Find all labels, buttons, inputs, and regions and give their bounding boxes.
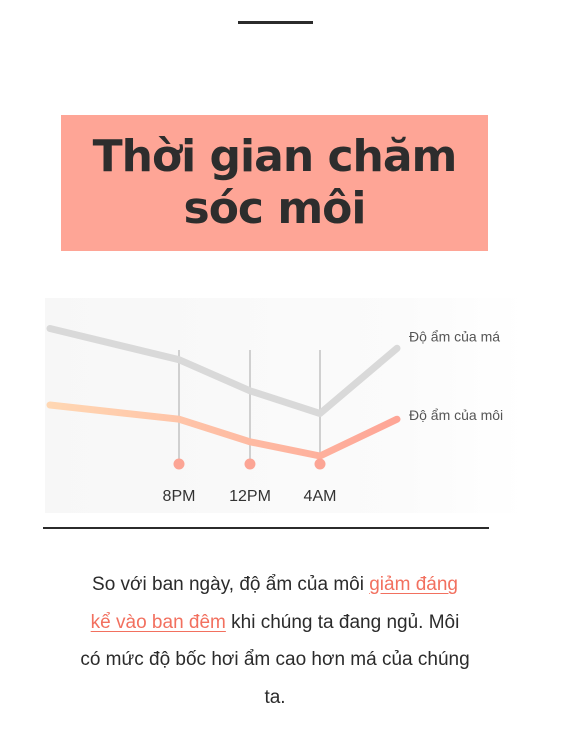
title-banner: Thời gian chăm sóc môi — [61, 115, 488, 251]
description-text-start: So với ban ngày, độ ẩm của môi — [92, 574, 370, 595]
series-line-lip — [46, 401, 401, 460]
legend-label-lip: Độ ẩm của môi — [409, 407, 503, 423]
page-title: Thời gian chăm sóc môi — [92, 131, 458, 234]
tick-dot-12pm — [244, 458, 256, 470]
chart-svg: 8PM 12PM 4AM Độ ẩm của má Độ ẩm của môi — [45, 298, 525, 513]
highlight-link[interactable]: giảm đáng kể vào ban đêm — [90, 574, 458, 633]
top-divider — [238, 21, 313, 24]
tick-label-4am: 4AM — [304, 488, 337, 505]
bottom-divider — [43, 527, 489, 529]
humidity-chart: 8PM 12PM 4AM Độ ẩm của má Độ ẩm của môi — [45, 298, 525, 513]
description-text-end: khi chúng ta đang ngủ. Môi có mức độ bốc… — [80, 611, 470, 708]
tick-label-8pm: 8PM — [163, 488, 196, 505]
series-line-cheek — [46, 325, 401, 417]
tick-label-12pm: 12PM — [229, 488, 271, 505]
legend-label-cheek: Độ ẩm của má — [409, 328, 500, 344]
tick-dot-4am — [314, 458, 326, 470]
description-paragraph: So với ban ngày, độ ẩm của môi giảm đáng… — [80, 566, 470, 716]
tick-dot-8pm — [173, 458, 185, 470]
